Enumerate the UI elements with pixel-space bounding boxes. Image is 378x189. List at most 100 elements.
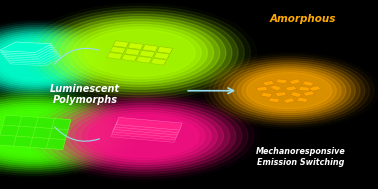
Ellipse shape [0,109,89,155]
Ellipse shape [0,89,138,176]
Polygon shape [121,54,137,61]
Polygon shape [126,43,129,48]
Ellipse shape [0,34,88,87]
Ellipse shape [58,103,230,169]
Ellipse shape [82,112,205,160]
Ellipse shape [0,101,108,163]
Polygon shape [9,55,62,66]
Polygon shape [299,87,310,91]
Polygon shape [0,115,71,149]
Ellipse shape [88,115,199,157]
Polygon shape [143,45,158,51]
Polygon shape [303,91,315,96]
Ellipse shape [0,97,118,167]
Polygon shape [110,46,126,53]
Ellipse shape [66,22,214,84]
Ellipse shape [0,27,103,94]
Ellipse shape [0,29,99,92]
Polygon shape [260,92,273,98]
Polygon shape [151,58,167,65]
Ellipse shape [209,57,369,125]
Polygon shape [170,48,173,53]
Ellipse shape [0,95,123,169]
Ellipse shape [36,9,244,97]
Ellipse shape [242,71,336,111]
Ellipse shape [45,98,242,174]
Ellipse shape [70,108,217,164]
Polygon shape [114,122,180,135]
Polygon shape [3,48,56,58]
Polygon shape [0,44,53,54]
Polygon shape [268,98,280,102]
Ellipse shape [0,40,77,81]
Ellipse shape [223,63,355,119]
Ellipse shape [42,11,238,94]
Polygon shape [155,46,158,51]
Polygon shape [164,60,167,65]
Polygon shape [149,58,152,63]
Text: Mechanoresponsive
Emission Switching: Mechanoresponsive Emission Switching [256,147,345,167]
Polygon shape [123,48,126,53]
Ellipse shape [0,36,85,85]
Ellipse shape [48,14,232,92]
Polygon shape [262,81,274,86]
Ellipse shape [0,111,84,153]
Polygon shape [115,120,181,132]
Polygon shape [136,56,152,63]
Polygon shape [135,56,137,61]
Polygon shape [113,41,129,48]
Ellipse shape [0,93,128,171]
Ellipse shape [29,6,250,100]
Ellipse shape [0,33,92,88]
Ellipse shape [0,23,110,98]
Ellipse shape [228,65,351,117]
Polygon shape [8,53,61,64]
Ellipse shape [51,101,236,172]
Polygon shape [152,52,155,57]
Ellipse shape [72,24,208,81]
Ellipse shape [76,110,211,162]
Polygon shape [107,52,123,59]
Polygon shape [167,54,170,59]
Text: Amorphous: Amorphous [269,14,336,24]
Ellipse shape [0,31,95,90]
Ellipse shape [85,29,195,76]
Ellipse shape [0,25,106,96]
Ellipse shape [214,59,365,123]
Ellipse shape [0,42,74,79]
Polygon shape [302,81,314,86]
Polygon shape [275,92,287,97]
Polygon shape [157,46,173,53]
Ellipse shape [64,105,223,167]
Ellipse shape [232,67,346,115]
Ellipse shape [0,99,113,165]
Polygon shape [116,118,182,130]
Polygon shape [125,49,141,55]
Ellipse shape [237,69,341,113]
Ellipse shape [0,107,94,157]
Polygon shape [283,98,295,103]
Polygon shape [276,79,287,84]
Ellipse shape [0,103,104,161]
Polygon shape [154,52,170,59]
Ellipse shape [54,17,226,89]
Polygon shape [5,50,58,60]
Ellipse shape [33,94,254,179]
Polygon shape [139,50,155,57]
Polygon shape [309,86,321,91]
Polygon shape [270,85,282,91]
Polygon shape [297,97,308,102]
Polygon shape [141,44,144,50]
Polygon shape [128,43,144,50]
Ellipse shape [0,38,81,83]
Polygon shape [112,127,178,140]
Polygon shape [0,42,52,53]
Polygon shape [111,130,177,142]
Polygon shape [113,125,179,137]
Polygon shape [120,54,123,59]
Ellipse shape [0,91,133,174]
Polygon shape [285,86,297,91]
Polygon shape [2,46,55,56]
Ellipse shape [218,61,360,121]
Polygon shape [138,50,141,55]
